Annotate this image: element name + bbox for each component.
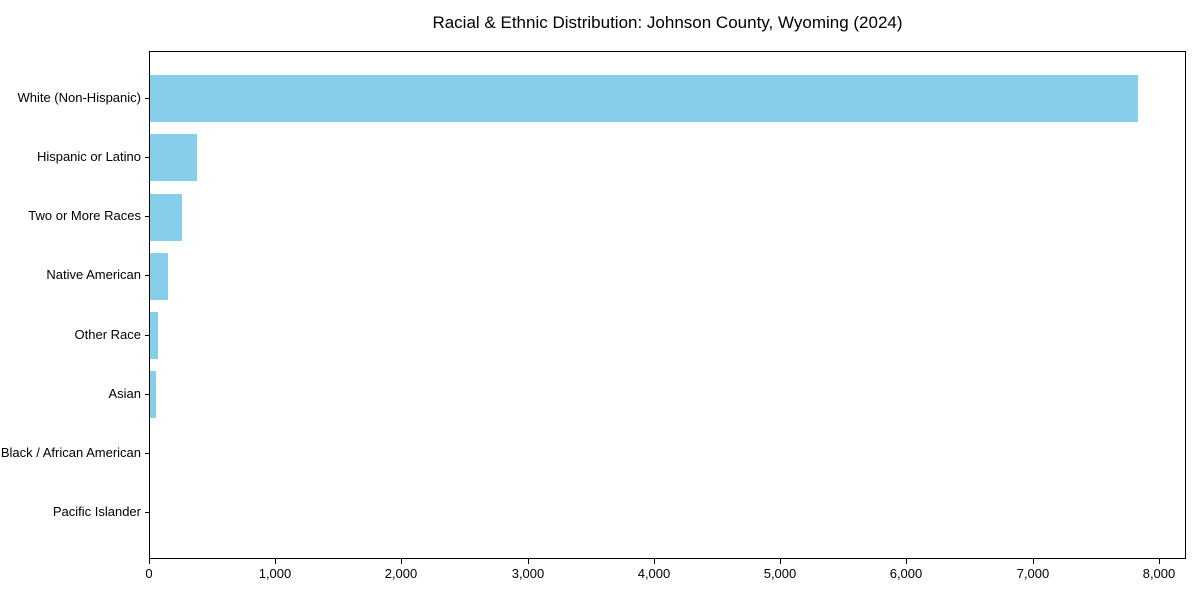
x-tick-label: 0 — [145, 566, 153, 581]
bar-native-american — [150, 253, 168, 300]
y-tick-label: Two or More Races — [28, 208, 141, 223]
x-tick-mark — [654, 559, 655, 564]
y-tick-label: Asian — [108, 386, 141, 401]
y-tick-label: White (Non-Hispanic) — [17, 90, 141, 105]
x-tick-mark — [275, 559, 276, 564]
bar-white-non-hispanic — [150, 75, 1138, 122]
x-tick-mark — [149, 559, 150, 564]
x-tick-label: 6,000 — [889, 566, 923, 581]
y-tick-mark — [145, 216, 149, 217]
x-tick-mark — [906, 559, 907, 564]
x-tick-label: 5,000 — [763, 566, 797, 581]
x-tick-label: 2,000 — [384, 566, 418, 581]
bar-other-race — [150, 312, 158, 359]
y-tick-label: Other Race — [74, 327, 141, 342]
x-tick-mark — [401, 559, 402, 564]
x-tick-label: 1,000 — [258, 566, 292, 581]
x-tick-label: 3,000 — [511, 566, 545, 581]
y-tick-label: Hispanic or Latino — [36, 149, 141, 164]
bar-asian — [150, 371, 156, 418]
y-tick-mark — [145, 275, 149, 276]
plot-area — [149, 51, 1186, 559]
x-tick-label: 4,000 — [637, 566, 671, 581]
chart-title: Racial & Ethnic Distribution: Johnson Co… — [432, 13, 903, 32]
bar-hispanic-or-latino — [150, 134, 197, 181]
y-tick-mark — [145, 98, 149, 99]
x-tick-label: 7,000 — [1016, 566, 1050, 581]
x-tick-mark — [1159, 559, 1160, 564]
x-tick-mark — [528, 559, 529, 564]
y-tick-label: Pacific Islander — [52, 504, 141, 519]
y-tick-mark — [145, 512, 149, 513]
x-tick-mark — [780, 559, 781, 564]
y-tick-mark — [145, 394, 149, 395]
x-tick-label: 8,000 — [1142, 566, 1176, 581]
y-tick-mark — [145, 453, 149, 454]
bar-two-or-more-races — [150, 194, 182, 241]
y-tick-mark — [145, 335, 149, 336]
y-tick-mark — [145, 157, 149, 158]
x-tick-mark — [1033, 559, 1034, 564]
y-tick-label: Black / African American — [0, 445, 141, 460]
y-tick-label: Native American — [46, 267, 141, 282]
